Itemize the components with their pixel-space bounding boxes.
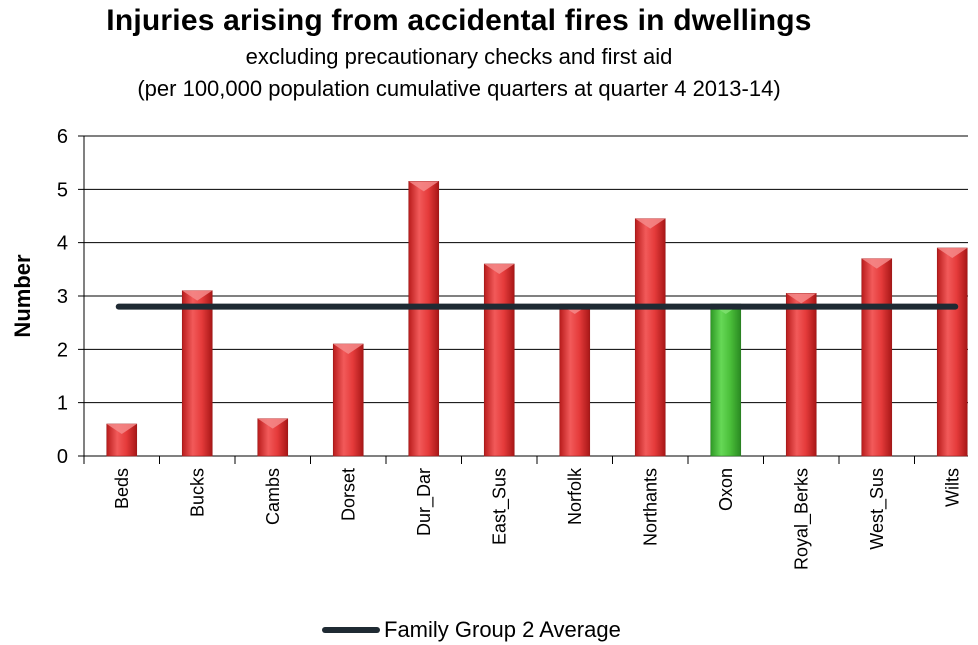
x-tick-label: East_Sus (489, 468, 510, 545)
y-tick-label: 4 (57, 233, 68, 255)
y-tick-label: 2 (57, 339, 68, 361)
x-tick-label: Wilts (942, 468, 962, 507)
x-tick-label: Dorset (338, 468, 358, 521)
bar-cambs (257, 418, 289, 457)
bar-chart: 0 1 2 3 4 5 6 Beds Bucks Cambs Dorset Dur_Dar East_… (10, 126, 968, 570)
x-tick-label: Dur_Dar (414, 468, 435, 536)
bar-norfolk (559, 303, 591, 457)
x-tick-label: Bucks (187, 468, 207, 517)
x-tick-label: Norfolk (565, 467, 585, 525)
bar-west-sus (861, 258, 893, 457)
bar-dorset (332, 343, 364, 457)
y-tick-label: 0 (57, 446, 68, 468)
bar-dur-dar (408, 181, 440, 457)
x-tick-label: Oxon (716, 468, 736, 511)
x-tick-label: Cambs (263, 468, 283, 525)
chart-subtitle-2: (per 100,000 population cumulative quart… (137, 76, 781, 101)
chart-subtitle: excluding precautionary checks and first… (245, 44, 673, 69)
y-tick-label: 5 (57, 179, 68, 201)
bar-northants (634, 218, 666, 457)
y-tick-label: 3 (57, 286, 68, 308)
bar-oxon (710, 303, 742, 457)
bar-east-sus (483, 263, 515, 457)
y-axis-label: Number (10, 254, 35, 338)
x-tick-label: Beds (112, 468, 132, 509)
y-tick-label: 6 (57, 126, 68, 148)
x-tick-label: West_Sus (867, 468, 888, 550)
legend: Family Group 2 Average (322, 616, 621, 644)
x-tick-label: Royal_Berks (791, 468, 812, 570)
chart-title: Injuries arising from accidental fires i… (106, 4, 812, 37)
bar-royal-berks (785, 293, 817, 457)
x-tick-label: Northants (640, 468, 660, 546)
bar-bucks (181, 290, 213, 457)
y-tick-label: 1 (57, 393, 68, 415)
bar-beds (106, 423, 138, 457)
legend-line-swatch (322, 627, 380, 633)
legend-label: Family Group 2 Average (384, 617, 621, 642)
bar-wilts (936, 247, 968, 457)
